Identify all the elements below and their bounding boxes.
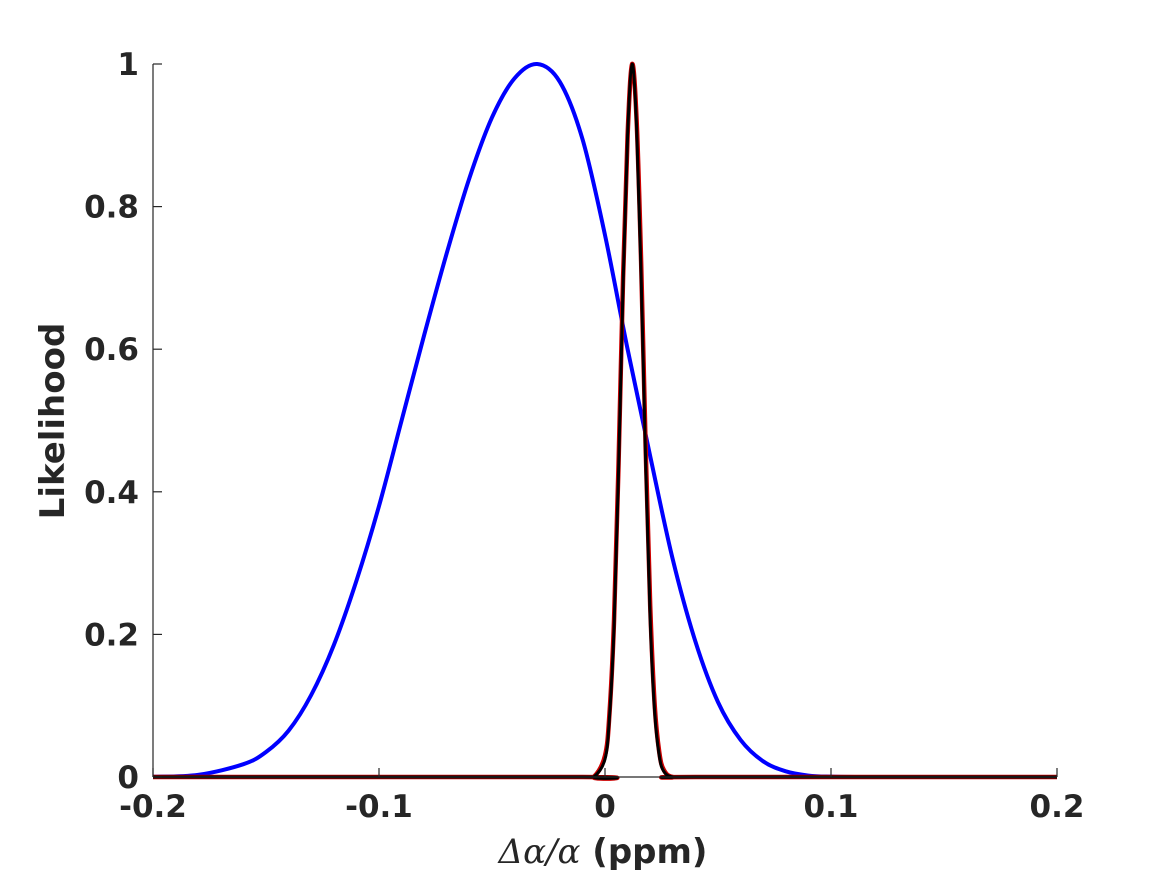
y-tick-label: 0.4 [84, 475, 139, 511]
labels-layer: Δα/α (ppm) Likelihood [33, 323, 707, 872]
x-tick-label: -0.1 [345, 789, 413, 825]
x-tick-label: 0.1 [804, 789, 859, 825]
y-tick-label: 0 [117, 760, 139, 796]
x-axis-label: Δα/α (ppm) [497, 832, 708, 872]
x-tick-label: -0.2 [119, 789, 187, 825]
x-axis-label-unit: (ppm) [580, 832, 707, 872]
y-axis-label: Likelihood [33, 323, 73, 520]
axes-layer [152, 64, 1057, 778]
ticks-layer: -0.2 -0.1 0 0.1 0.2 0 0.2 0.4 0.6 0.8 1 [84, 47, 1084, 825]
series-line-2 [153, 61, 1057, 781]
series-line-3 [153, 62, 1057, 780]
y-tick-label: 0.2 [84, 617, 139, 653]
series-line-1 [152, 61, 1058, 780]
x-tick-label: 0.2 [1030, 789, 1085, 825]
y-tick-label: 1 [117, 47, 139, 83]
series-layer [152, 61, 1058, 781]
y-tick-label: 0.6 [84, 332, 139, 368]
x-tick-label: 0 [594, 789, 616, 825]
y-tick-label: 0.8 [84, 190, 139, 226]
x-axis-label-math: Δα/α [497, 832, 581, 872]
